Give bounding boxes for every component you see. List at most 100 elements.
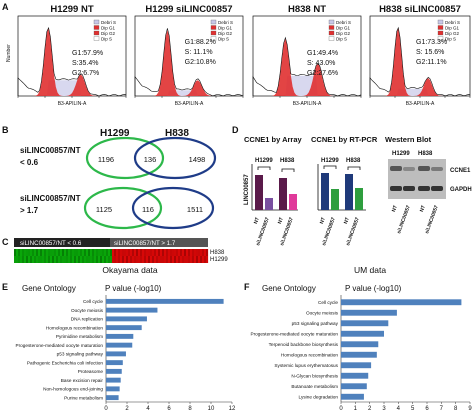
x-tick-label: 6 [167, 406, 171, 412]
heatmap-cell [48, 256, 51, 263]
bar-category-label: Base excision repair [61, 378, 104, 383]
heatmap-cell [18, 256, 21, 263]
heatmap-cell [178, 256, 181, 263]
heatmap-cell [72, 249, 75, 256]
heatmap-cell [38, 249, 41, 256]
legend-swatch [210, 36, 217, 41]
heatmap-label-low: siLINC00857/NT < 0.6 [20, 240, 82, 247]
bar [341, 362, 372, 369]
heatmap-cell [116, 256, 119, 263]
d-rtpcr-title: CCNE1 by RT-PCR [311, 135, 378, 144]
legend-swatch [210, 19, 217, 25]
d-rtpcr-group-h838: H838 [346, 158, 361, 164]
heatmap-cell [64, 256, 67, 263]
heatmap-cell [16, 249, 19, 256]
bar-category-label: Pyrimidine metabolism [56, 334, 103, 339]
heatmap-cell [44, 249, 47, 256]
legend-label: Dip G1 [218, 26, 233, 31]
bar [106, 333, 134, 339]
heatmap-cell [176, 256, 179, 263]
legend-swatch [93, 36, 100, 41]
heatmap-cell [200, 256, 203, 263]
legend-label: Dip S [101, 37, 112, 42]
heatmap-cell [168, 249, 171, 256]
bar [341, 309, 397, 316]
histogram-s-phase-1 [18, 80, 126, 96]
heatmap-cell [84, 249, 87, 256]
western-gapdh-band-1 [390, 186, 402, 191]
heatmap-cell [22, 249, 25, 256]
bar [106, 377, 121, 383]
venn-col-h1299: H1299 [100, 128, 130, 139]
legend-label: Dip G2 [218, 31, 233, 36]
heatmap-cell [100, 256, 103, 263]
d-rtpcr-x-nt2: NT [343, 217, 351, 225]
heatmap-cell [164, 256, 167, 263]
heatmap-cell [130, 256, 133, 263]
heatmap-cell [184, 249, 187, 256]
heatmap-cell [148, 249, 151, 256]
bar-category-label: DNA replication [71, 317, 104, 322]
heatmap-cell [206, 249, 209, 256]
heatmap-cell [100, 249, 103, 256]
legend-swatch [328, 19, 335, 25]
heatmap-cell [80, 249, 83, 256]
x-tick-label: 6 [425, 406, 429, 412]
x-tick-label: 5 [411, 406, 415, 412]
heatmap-cell [116, 249, 119, 256]
heatmap-cells [14, 249, 209, 263]
bar [106, 342, 133, 348]
bar [341, 341, 379, 348]
legend-swatch [437, 30, 444, 36]
x-tick-label: 2 [125, 406, 129, 412]
heatmap-cell [14, 256, 17, 263]
heatmap-cell [114, 249, 117, 256]
legend-swatch [93, 30, 100, 36]
legend-swatch [328, 25, 335, 30]
heatmap-cell [24, 256, 27, 263]
heatmap-cell [26, 256, 29, 263]
heatmap-cell [88, 249, 91, 256]
heatmap-cell [64, 249, 67, 256]
bar [106, 368, 122, 374]
bar-category-label: Progesterone-mediated oocyte maturation [250, 332, 338, 337]
bar-category-label: Cell cycle [83, 299, 103, 304]
heatmap-cell [38, 256, 41, 263]
heatmap-cell [46, 249, 49, 256]
heatmap-label-bar-high [110, 238, 208, 247]
heatmap-cell [146, 256, 149, 263]
heatmap-row-h838: H838 [210, 250, 225, 256]
x-tick-label: 12 [229, 406, 236, 412]
e-dataset-title: Okayama data [102, 265, 158, 275]
d-western-group-h1299: H1299 [392, 151, 410, 157]
heatmap-cell [110, 256, 113, 263]
heatmap-cell [174, 249, 177, 256]
bar-category-label: p53 signaling pathway [292, 321, 339, 326]
histogram-stat: G2:6.7% [72, 70, 99, 77]
bar [341, 393, 364, 400]
heatmap-cell [74, 249, 77, 256]
heatmap-cell [204, 249, 207, 256]
heatmap-cell [88, 256, 91, 263]
heatmap-cell [190, 249, 193, 256]
legend-swatch [437, 19, 444, 25]
histogram-outline-3 [252, 36, 362, 97]
heatmap-cell [50, 249, 53, 256]
x-tick-label: 0 [104, 406, 108, 412]
legend-swatch [93, 25, 100, 30]
heatmap-cell [136, 256, 139, 263]
heatmap-cell [50, 256, 53, 263]
legend-label: Dip S [445, 37, 456, 42]
venn-row2-left-count: 1125 [96, 205, 112, 214]
d-rtpcr-x-nt1: NT [319, 217, 327, 225]
heatmap-cell [48, 249, 51, 256]
legend-label: Debri S [218, 20, 233, 25]
e-header-gene-ontology: Gene Ontology [22, 284, 76, 293]
heatmap-cell [16, 256, 19, 263]
heatmap-cell [136, 249, 139, 256]
legend-swatch [328, 36, 335, 41]
histogram-xlabel-3: B3-APILIN-A [293, 101, 322, 107]
heatmap-cell [162, 249, 165, 256]
heatmap-cell [188, 249, 191, 256]
